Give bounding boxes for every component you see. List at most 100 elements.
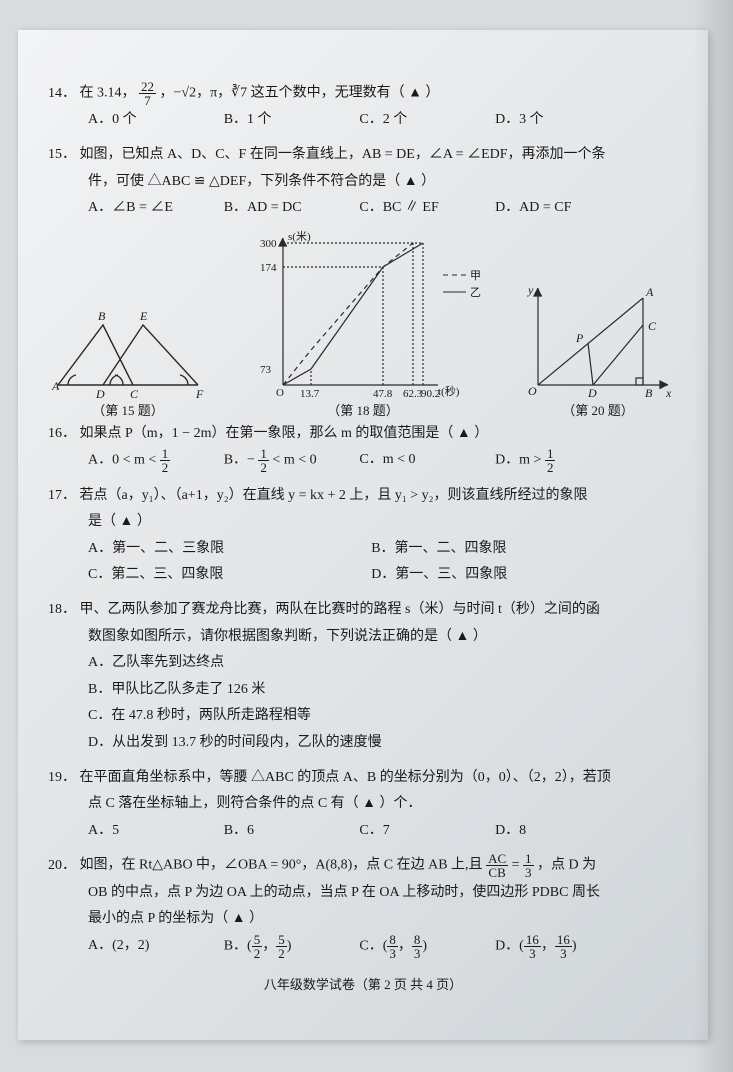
svg-text:乙: 乙 (470, 286, 481, 299)
q19-opt-a: A．5 (88, 818, 224, 845)
svg-text:x: x (665, 386, 672, 400)
question-17: 17． 若点（a，y₁）、（a+1，y₂）在直线 y = kx + 2 上，且 … (48, 483, 678, 589)
q17-num: 17． (48, 483, 76, 510)
svg-text:t(秒): t(秒) (438, 384, 460, 398)
fig18-svg: s(米) t(秒) 73 174 300 O 13.7 47.8 62.3 90… (238, 230, 488, 400)
q14-text-b: ，−√2，π，∛7 这五个数中，无理数有（ ▲ ） (160, 86, 440, 101)
svg-text:300: 300 (260, 238, 277, 250)
svg-text:A: A (51, 379, 60, 393)
question-15: 15． 如图，已知点 A、D、C、F 在同一条直线上，AB = DE，∠A = … (48, 142, 678, 222)
q19-num: 19． (48, 765, 76, 792)
q16-opt-b: B．− 12 < m < 0 (224, 447, 360, 474)
q20-line1b: ，点 D 为 (537, 858, 596, 873)
q16-options: A．0 < m < 12 B．− 12 < m < 0 C．m < 0 D．m … (48, 447, 678, 474)
svg-text:B: B (98, 309, 106, 323)
question-19: 19． 在平面直角坐标系中，等腰 △ABC 的顶点 A、B 的坐标分别为（0，0… (48, 765, 678, 845)
figure-15: A B E D C F （第 15 题） (48, 290, 208, 419)
fig15-svg: A B E D C F (48, 290, 208, 400)
q18-num: 18． (48, 597, 76, 624)
q15-num: 15． (48, 142, 76, 169)
svg-text:90.2: 90.2 (421, 388, 440, 400)
page-shadow (693, 0, 733, 1072)
q18-line1: 甲、乙两队参加了赛龙舟比赛，两队在比赛时的路程 s（米）与时间 t（秒）之间的函 (80, 602, 600, 617)
q15-opt-a: A．∠B = ∠E (88, 195, 224, 222)
q16-opt-a: A．0 < m < 12 (88, 447, 224, 474)
q17-opt-a: A．第一、二、三象限 (88, 536, 371, 563)
svg-text:73: 73 (260, 364, 272, 376)
q14-opt-a: A．0 个 (88, 107, 224, 134)
svg-text:62.3: 62.3 (403, 388, 423, 400)
q20-frac2: 13 (523, 852, 534, 879)
q16-text: 如果点 P（m，1 − 2m）在第一象限，那么 m 的取值范围是（ ▲ ） (80, 426, 489, 441)
figures-row: A B E D C F （第 15 题） (48, 230, 678, 419)
svg-text:E: E (139, 309, 148, 323)
question-14: 14． 在 3.14， 227 ，−√2，π，∛7 这五个数中，无理数有（ ▲ … (48, 80, 678, 134)
svg-text:O: O (276, 387, 284, 399)
fig15-caption: （第 15 题） (48, 400, 208, 419)
q15-opt-d: D．AD = CF (495, 195, 631, 222)
figure-20: O A B C D P x y （第 20 题） (518, 280, 678, 419)
svg-text:174: 174 (260, 262, 277, 274)
svg-text:D: D (587, 386, 597, 400)
q17-opt-b: B．第一、二、四象限 (371, 536, 654, 563)
q20-opt-d: D．(163，163) (495, 933, 631, 960)
question-20: 20． 如图，在 Rt△ABO 中，∠OBA = 90°，A(8,8)，点 C … (48, 852, 678, 960)
q15-line1: 如图，已知点 A、D、C、F 在同一条直线上，AB = DE，∠A = ∠EDF… (80, 147, 606, 162)
q20-num: 20． (48, 853, 76, 880)
q15-opt-c: C．BC ∥ EF (359, 195, 495, 222)
q16-opt-d: D．m > 12 (495, 447, 631, 474)
svg-text:s(米): s(米) (288, 230, 311, 243)
q15-options: A．∠B = ∠E B．AD = DC C．BC ∥ EF D．AD = CF (48, 195, 678, 222)
svg-text:D: D (95, 387, 105, 400)
figure-18: s(米) t(秒) 73 174 300 O 13.7 47.8 62.3 90… (238, 230, 488, 419)
q20-line1a: 如图，在 Rt△ABO 中，∠OBA = 90°，A(8,8)，点 C 在边 A… (80, 858, 483, 873)
q16-opt-c: C．m < 0 (359, 447, 495, 474)
svg-text:13.7: 13.7 (300, 388, 320, 400)
question-18: 18． 甲、乙两队参加了赛龙舟比赛，两队在比赛时的路程 s（米）与时间 t（秒）… (48, 597, 678, 757)
q15-opt-b: B．AD = DC (224, 195, 360, 222)
q17-opt-d: D．第一、三、四象限 (371, 562, 654, 589)
q20-line3: 最小的点 P 的坐标为（ ▲ ） (48, 906, 678, 933)
q18-opt-a: A．乙队率先到达终点 (48, 650, 678, 677)
q20-opt-b: B．(52，52) (224, 933, 360, 960)
q14-opt-b: B．1 个 (224, 107, 360, 134)
q19-opt-d: D．8 (495, 818, 631, 845)
svg-text:B: B (645, 386, 653, 400)
q15-line2: 件，可使 △ABC ≌ △DEF，下列条件不符合的是（ ▲ ） (48, 169, 678, 196)
q14-text-a: 在 3.14， (80, 86, 136, 101)
q18-opt-b: B．甲队比乙队多走了 126 米 (48, 677, 678, 704)
q18-line2: 数图象如图所示，请你根据图象判断，下列说法正确的是（ ▲ ） (48, 624, 678, 651)
svg-text:C: C (130, 387, 139, 400)
svg-text:y: y (527, 283, 534, 297)
q18-opt-d: D．从出发到 13.7 秒的时间段内，乙队的速度慢 (48, 730, 678, 757)
q19-line2: 点 C 落在坐标轴上，则符合条件的点 C 有（ ▲ ）个． (48, 791, 678, 818)
page-footer: 八年级数学试卷（第 2 页 共 4 页） (48, 974, 678, 993)
fig20-caption: （第 20 题） (518, 400, 678, 419)
q20-opt-c: C．(83，83) (359, 933, 495, 960)
q20-options: A．(2，2) B．(52，52) C．(83，83) D．(163，163) (48, 933, 678, 960)
q19-options: A．5 B．6 C．7 D．8 (48, 818, 678, 845)
q14-opt-d: D．3 个 (495, 107, 631, 134)
q14-frac: 227 (139, 80, 156, 107)
q18-opt-c: C．在 47.8 秒时，两队所走路程相等 (48, 703, 678, 730)
q19-opt-c: C．7 (359, 818, 495, 845)
q20-frac1: ACCB (486, 852, 508, 879)
question-16: 16． 如果点 P（m，1 − 2m）在第一象限，那么 m 的取值范围是（ ▲ … (48, 421, 678, 475)
q17-options: A．第一、二、三象限 B．第一、二、四象限 C．第二、三、四象限 D．第一、三、… (48, 536, 678, 589)
exam-page: 14． 在 3.14， 227 ，−√2，π，∛7 这五个数中，无理数有（ ▲ … (18, 30, 708, 1040)
q17-opt-c: C．第二、三、四象限 (88, 562, 371, 589)
q19-line1: 在平面直角坐标系中，等腰 △ABC 的顶点 A、B 的坐标分别为（0，0）、（2… (80, 770, 611, 785)
fig18-caption: （第 18 题） (238, 400, 488, 419)
q17-line1: 若点（a，y₁）、（a+1，y₂）在直线 y = kx + 2 上，且 y₁ >… (80, 488, 588, 503)
fig20-svg: O A B C D P x y (518, 280, 678, 400)
q19-opt-b: B．6 (224, 818, 360, 845)
svg-text:O: O (528, 384, 537, 398)
svg-text:P: P (575, 331, 584, 345)
svg-text:甲: 甲 (470, 270, 481, 282)
svg-text:A: A (645, 285, 654, 299)
svg-text:47.8: 47.8 (373, 388, 393, 400)
svg-text:C: C (648, 319, 657, 333)
svg-text:F: F (195, 387, 204, 400)
q17-line2: 是（ ▲ ） (48, 509, 678, 536)
q16-num: 16． (48, 421, 76, 448)
